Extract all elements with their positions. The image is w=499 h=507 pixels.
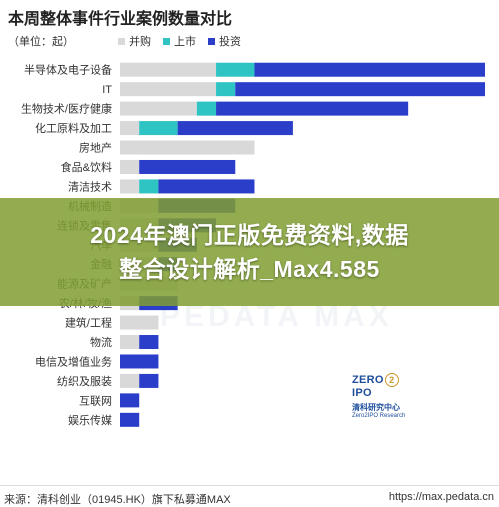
bar-segment: [216, 101, 409, 116]
bar-segment: [120, 159, 140, 174]
stacked-bar-chart: 半导体及电子设备IT生物技术/医疗健康化工原料及加工房地产食品&饮料清洁技术机械…: [21, 62, 485, 427]
category-label: 建筑/工程: [65, 316, 112, 330]
category-label: 化工原料及加工: [35, 121, 112, 135]
bar-segment: [120, 315, 159, 330]
logo-mark-left: ZERO: [352, 374, 384, 386]
bar-segment: [120, 62, 217, 77]
legend-label: 投资: [219, 36, 241, 48]
overlay-banner: 2024年澳门正版免费资料,数据 整合设计解析_Max4.585: [0, 198, 499, 306]
bar-segment: [120, 82, 217, 97]
bar-segment: [120, 121, 140, 136]
bar-segment: [139, 179, 159, 194]
category-label: 清洁技术: [68, 180, 112, 193]
unit-label: （单位：起）: [8, 36, 74, 48]
logo-cn-text: 清科研究中心: [352, 403, 400, 412]
source-url: https://max.pedata.cn: [388, 491, 494, 503]
category-label: 纺织及服装: [57, 374, 112, 388]
bar-segment: [196, 101, 217, 116]
legend-item: 投资: [208, 33, 241, 49]
legend-swatch: [208, 37, 215, 45]
bar-segment: [139, 335, 159, 350]
category-label: 电信及增值业务: [35, 354, 112, 368]
bar-segment: [120, 140, 255, 155]
legend: 并购 上市 投资: [118, 33, 241, 49]
legend-label: 并购: [129, 36, 151, 48]
bar-segment: [139, 121, 178, 136]
logo-mark: ZERO 2 IPO: [352, 373, 414, 399]
category-label: 物流: [90, 335, 112, 349]
bar-segment: [139, 159, 236, 174]
bar-segment: [120, 179, 140, 194]
bar-segment: [120, 354, 159, 369]
bar-segment: [158, 179, 255, 194]
category-label: 食品&饮料: [61, 160, 112, 174]
bar-segment: [120, 101, 197, 116]
bar-segment: [120, 373, 140, 388]
category-label: 房地产: [79, 141, 112, 155]
category-label: 生物技术/医疗健康: [21, 102, 112, 116]
legend-label: 上市: [174, 36, 196, 48]
bar-segment: [254, 62, 485, 77]
bar-segment: [235, 82, 485, 97]
bar-segment: [216, 62, 255, 77]
source-text: 来源：清科创业（01945.HK）旗下私募通MAX: [4, 494, 231, 506]
bar-segment: [139, 373, 159, 388]
zero2ipo-logo: ZERO 2 IPO 清科研究中心 Zero2IPO Research: [352, 373, 414, 419]
chart-title: 本周整体事件行业案例数量对比: [8, 11, 233, 28]
logo-mark-right: IPO: [352, 387, 372, 399]
category-label: 半导体及电子设备: [24, 63, 112, 77]
category-label: 娱乐传媒: [68, 413, 112, 427]
logo-en-text: Zero2IPO Research: [352, 413, 406, 419]
bar-segment: [177, 121, 293, 136]
bar-segment: [120, 412, 140, 427]
legend-swatch: [118, 37, 125, 45]
legend-swatch: [163, 37, 170, 45]
bar-segment: [216, 82, 236, 97]
category-label: 互联网: [79, 394, 112, 407]
banner-line-2: 整合设计解析_Max4.585: [119, 256, 380, 282]
legend-item: 上市: [163, 33, 196, 49]
bar-segment: [120, 393, 140, 408]
logo-mark-two: 2: [384, 373, 399, 387]
legend-item: 并购: [118, 33, 151, 49]
category-label: IT: [102, 84, 112, 96]
banner-line-1: 2024年澳门正版免费资料,数据: [90, 222, 409, 248]
footer-divider: [0, 485, 499, 486]
bar-segment: [120, 335, 140, 350]
